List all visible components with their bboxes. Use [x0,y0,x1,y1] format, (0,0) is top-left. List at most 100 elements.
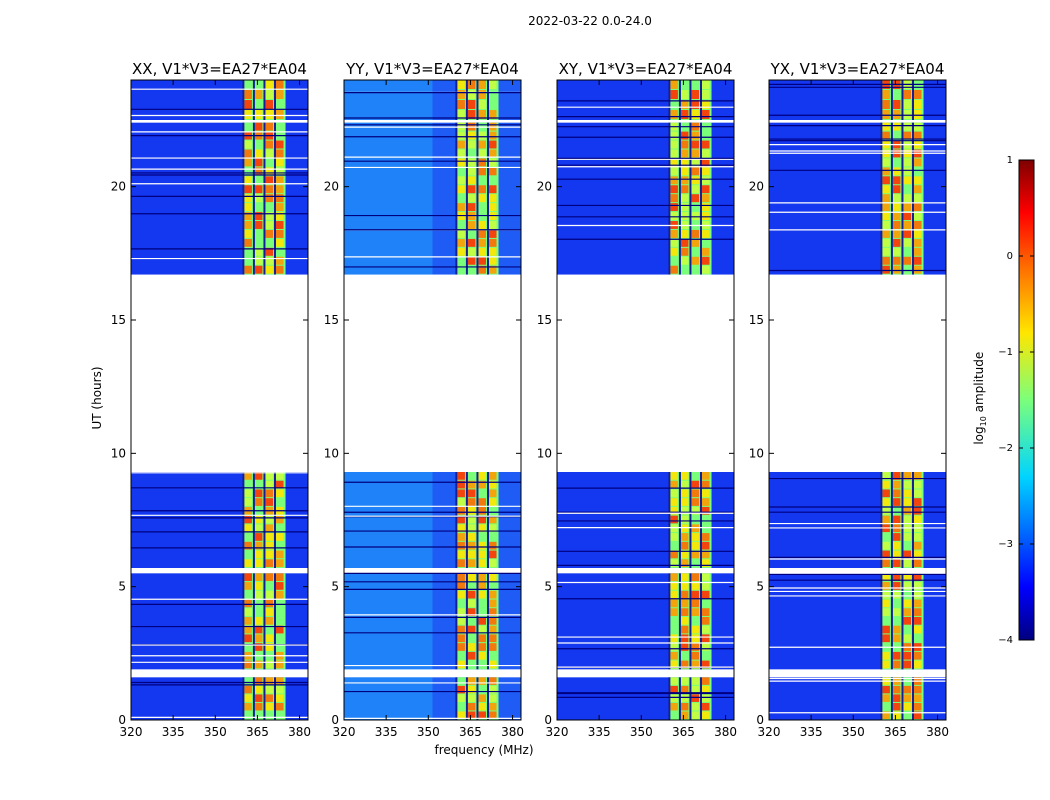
band-cell [680,582,689,590]
band-cell [478,634,486,643]
band-cell [913,550,922,559]
band-cell [254,256,263,265]
band-cell [467,167,476,176]
band-cell [467,265,476,274]
band-cell [244,110,252,119]
band-cell [265,599,273,608]
band-cell [913,685,922,694]
band-cell [275,533,284,541]
band-cell [701,685,710,694]
band-cell [457,149,465,158]
band-cell [467,616,476,625]
band-cell [701,677,710,685]
band-cell [680,229,689,238]
band-cell [478,677,486,685]
band-cell [701,256,710,265]
band-cell [701,203,710,212]
band-cell [457,265,465,274]
band-cell [244,634,252,643]
band-cell [457,711,465,719]
figure-title: 2022-03-22 0.0-24.0 [528,14,652,28]
band-cell [892,185,901,194]
band-cell [457,158,465,167]
band-cell [903,590,911,599]
band-cell [680,550,689,559]
band-cell [467,550,476,559]
band-cell [254,625,263,634]
band-cell [882,515,890,524]
band-cell [254,694,263,702]
band-cell [244,176,252,185]
band-cell [913,515,922,524]
band-cell [680,685,689,694]
colorbar-tick-label: 0 [1007,251,1013,262]
band-cell [913,616,922,625]
band-cell [265,229,273,238]
band-cell [275,480,284,489]
band-cell [892,256,901,265]
gap-region [344,274,521,472]
band-cell [275,110,284,119]
band-cell [882,506,890,515]
band-cell [265,176,273,185]
band-cell [467,660,476,669]
band-cell [892,265,901,274]
band-cell [478,256,486,265]
band-cell [478,599,486,608]
band-cell [488,265,497,274]
band-cell [467,702,476,711]
band-cell [691,599,699,608]
band-cell [478,559,486,567]
band-cell [244,582,252,590]
band-cell [244,140,252,149]
band-cell [691,480,699,489]
band-cell [265,533,273,541]
gap-region [557,274,734,472]
band-cell [244,660,252,669]
band-cell [275,625,284,634]
band-cell [670,203,678,212]
band-cell [488,110,497,119]
band-cell [467,559,476,567]
band-cell [892,651,901,660]
band-cell [680,643,689,651]
band-cell [478,238,486,247]
band-cell [913,90,922,99]
band-cell [670,599,678,608]
band-cell [488,590,497,599]
band-cell [892,90,901,99]
band-cell [265,550,273,559]
band-cell [913,122,922,131]
band-cell [488,194,497,203]
band-cell [882,158,890,167]
band-cell [882,247,890,256]
band-cell [680,660,689,669]
band-cell [254,541,263,550]
band-cell [691,550,699,559]
band-cell [691,506,699,515]
band-cell [903,122,911,131]
band-cell [882,131,890,140]
band-cell [892,660,901,669]
band-cell [680,616,689,625]
band-cell [467,590,476,599]
band-cell [903,167,911,176]
band-cell [882,625,890,634]
band-cell [680,702,689,711]
band-cell [244,702,252,711]
band-cell [244,541,252,550]
band-cell [701,498,710,506]
band-cell [467,90,476,99]
band-cell [478,90,486,99]
band-cell [275,80,284,89]
band-cell [882,176,890,185]
band-cell [467,625,476,634]
band-cell [488,599,497,608]
y-tick-label: 15 [749,313,764,327]
band-cell [488,90,497,99]
band-cell [903,158,911,167]
band-cell [457,131,465,140]
band-cell [478,167,486,176]
band-cell [680,489,689,498]
band-cell [478,480,486,489]
